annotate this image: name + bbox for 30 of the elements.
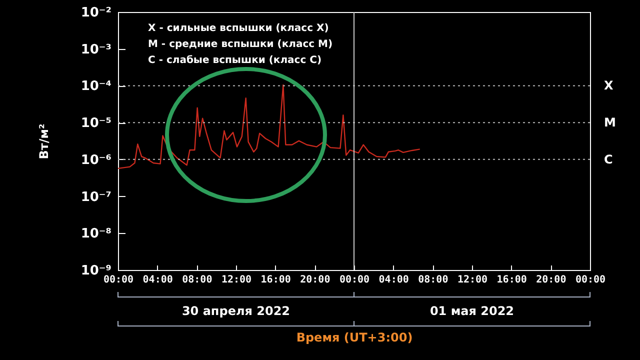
annotation: C - слабые вспышки (класс C): [148, 55, 322, 66]
y-tick-label: 10⁻⁵: [80, 116, 112, 132]
y-tick-label: 10⁻⁷: [80, 190, 112, 205]
x-tick-label: 00:00: [339, 274, 370, 286]
x-tick-label: 04:00: [142, 274, 173, 286]
text: 01 мая 2022: [430, 304, 514, 318]
ref-line-label: C: [604, 152, 613, 166]
x-axis-title: Время (UT+3:00): [296, 330, 413, 344]
ref-line-label: X: [604, 78, 614, 93]
y-axis-title: Вт/м²: [36, 124, 51, 160]
x-tick-label: 08:00: [182, 274, 212, 286]
x-tick-label: 12:00: [221, 274, 252, 286]
y-tick-label: 10⁻⁶: [80, 152, 112, 168]
x-tick-label: 16:00: [260, 274, 291, 286]
y-tick-label: 10⁻²: [80, 6, 112, 20]
x-tick-label: 16:00: [496, 274, 527, 286]
line-series: [118, 84, 420, 170]
x-tick-label: 00:00: [575, 274, 606, 286]
x-tick-label: 08:00: [418, 274, 448, 286]
x-tick-label: 20:00: [300, 274, 330, 286]
x-tick-label: 04:00: [378, 274, 409, 286]
y-tick-label: 10⁻⁸: [80, 226, 112, 242]
x-tick-label: 12:00: [457, 274, 488, 286]
annotation: M - средние вспышки (класс M): [148, 39, 333, 50]
y-tick-label: 10⁻⁴: [80, 79, 112, 94]
text: 30 апреля 2022: [182, 304, 290, 318]
y-tick-label: 10⁻³: [80, 42, 112, 58]
x-tick-label: 20:00: [536, 274, 566, 286]
annotation: X - сильные вспышки (класс X): [148, 23, 329, 34]
ref-line-label: M: [604, 116, 616, 130]
